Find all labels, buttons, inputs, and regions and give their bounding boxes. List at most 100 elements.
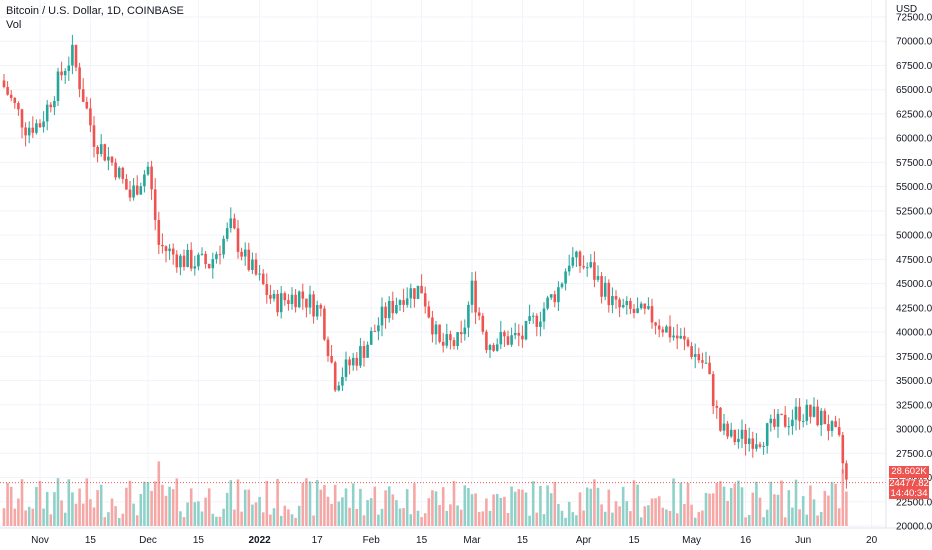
volume-bar: [755, 481, 758, 526]
candle-body: [492, 345, 495, 351]
candle-body: [625, 300, 629, 306]
volume-bar: [143, 481, 146, 526]
candle-body: [513, 332, 517, 336]
volume-bar: [477, 512, 481, 526]
candle-body: [578, 251, 582, 267]
candle-body: [690, 346, 693, 357]
volume-bar: [81, 503, 85, 526]
candle-body: [229, 218, 233, 229]
volume-bar: [164, 495, 168, 526]
candle-body: [603, 282, 607, 297]
volume-bar: [571, 512, 575, 526]
volume-bar: [560, 510, 564, 526]
volume-bar: [276, 478, 279, 526]
volume-bar: [751, 492, 755, 526]
candle-body: [661, 329, 665, 333]
candle-body: [222, 238, 225, 255]
price-tick-label: 70000.00: [896, 37, 932, 48]
volume-bar: [553, 481, 557, 526]
candle-body: [171, 248, 175, 255]
candle-body: [593, 262, 596, 280]
price-tick-label: 27500.00: [896, 449, 932, 460]
volume-bar: [521, 489, 524, 526]
volume-bar: [132, 503, 135, 526]
last-price-value: 24477.82: [889, 478, 929, 489]
volume-bar: [524, 492, 528, 526]
candle-body: [427, 306, 431, 318]
candle-body: [164, 246, 168, 252]
candle-body: [567, 265, 571, 272]
candle-body: [132, 185, 135, 198]
volume-bar: [236, 479, 240, 526]
candle-body: [9, 94, 13, 98]
volume-bar: [186, 502, 189, 526]
volume-bar: [60, 500, 63, 526]
volume-bar: [665, 509, 668, 526]
volume-bar: [845, 491, 848, 526]
volume-bar: [701, 510, 704, 526]
time-axis[interactable]: Nov 15 Dec 15 2022 17 Feb 15 Mar 15 Apr 15 May 16 Jun 2…: [31, 535, 877, 546]
volume-bar: [290, 514, 294, 526]
candle-body: [459, 332, 463, 335]
volume-bar: [225, 492, 229, 526]
volume-bar: [157, 461, 161, 526]
candle-body: [135, 185, 139, 195]
candle-body: [431, 317, 434, 335]
volume-bar: [578, 492, 582, 526]
candle-body: [647, 306, 650, 309]
candle-body: [463, 327, 467, 335]
volume-bars: [2, 461, 848, 526]
symbol-title[interactable]: Bitcoin / U.S. Dollar, 1D, COINBASE: [6, 5, 184, 17]
candle-body: [722, 423, 726, 431]
candle-body: [798, 406, 801, 422]
volume-bar: [416, 510, 420, 526]
volume-bar: [247, 489, 251, 526]
volume-bar: [801, 496, 805, 526]
candle-body: [614, 295, 618, 300]
volume-bar: [287, 509, 290, 526]
volume-bar: [467, 487, 470, 526]
candle-body: [701, 360, 704, 363]
volume-label[interactable]: Vol: [6, 19, 22, 31]
volume-bar: [481, 511, 485, 526]
candle-body: [823, 410, 827, 425]
price-tick-label: 47500.00: [896, 255, 932, 266]
candle-body: [571, 257, 575, 266]
volume-bar: [679, 482, 683, 526]
volume-bar: [348, 507, 351, 526]
volume-bar: [355, 509, 359, 526]
price-axis[interactable]: 72500.00 70000.00 67500.00 65000.00 62500.00…: [896, 13, 932, 533]
time-tick-label: 15: [85, 535, 97, 546]
volume-bar: [45, 491, 49, 526]
volume-bar: [218, 516, 222, 526]
volume-bar: [575, 515, 578, 526]
volume-bar: [35, 487, 38, 526]
volume-bar: [557, 503, 560, 526]
candle-body: [99, 144, 103, 155]
candle-body: [236, 228, 240, 252]
volume-bar: [715, 482, 719, 526]
candle-body: [510, 335, 513, 345]
candle-body: [600, 276, 603, 297]
volume-bar: [398, 508, 402, 526]
volume-bar: [499, 497, 503, 526]
candle-body: [24, 127, 27, 136]
volume-bar: [150, 490, 153, 526]
chart-legend: Bitcoin / U.S. Dollar, 1D, COINBASE Vol: [6, 4, 184, 32]
volume-bar: [9, 486, 13, 526]
price-tick-label: 35000.00: [896, 376, 932, 387]
volume-bar: [265, 481, 269, 526]
candle-body: [211, 259, 215, 269]
volume-bar: [182, 517, 186, 526]
price-tick-label: 30000.00: [896, 425, 932, 436]
candle-body: [161, 244, 164, 247]
candle-body: [524, 320, 528, 340]
candle-body: [816, 406, 819, 426]
volume-bar: [197, 501, 200, 526]
candle-body: [452, 340, 456, 347]
volume-bar: [297, 505, 301, 526]
candle-body: [780, 413, 783, 415]
volume-bar: [423, 513, 427, 526]
candle-body: [218, 254, 222, 256]
